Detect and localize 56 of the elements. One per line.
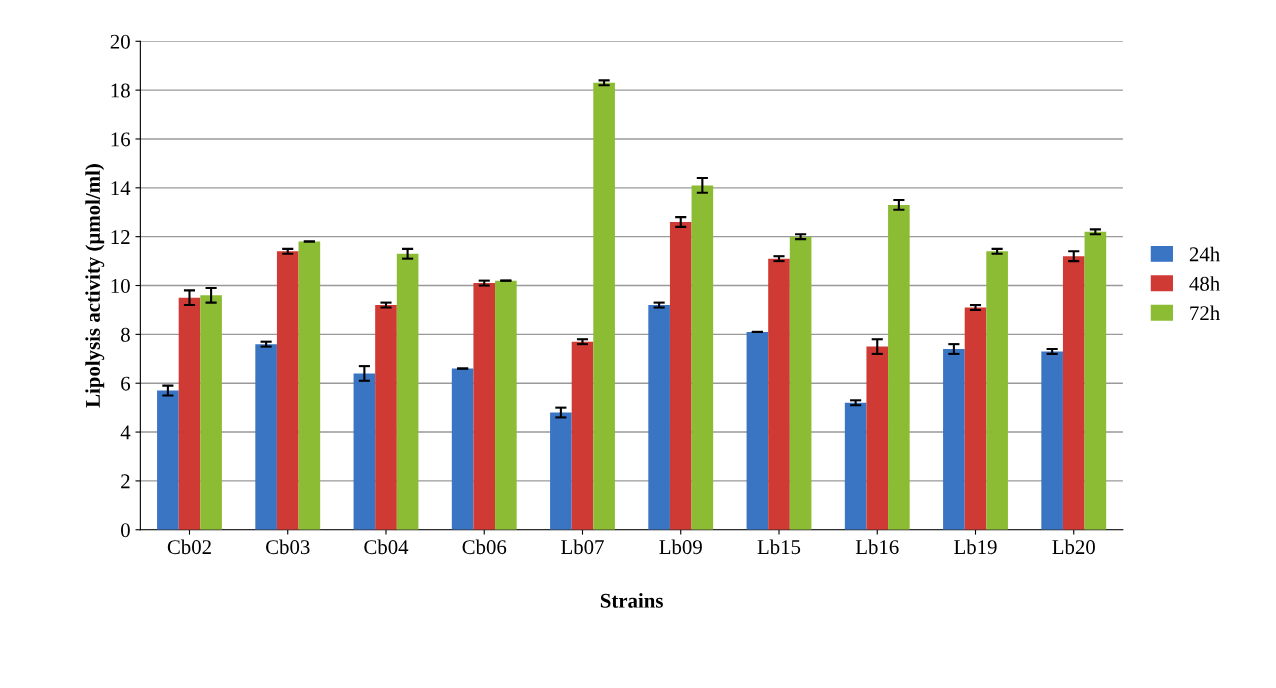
x-tick-label: Cb03: [266, 539, 310, 555]
bar: [298, 241, 321, 530]
bar: [691, 185, 714, 530]
bar: [1062, 256, 1085, 530]
bar: [943, 349, 965, 530]
bar: [451, 368, 474, 530]
x-tick-label: Cb02: [167, 539, 211, 555]
bar: [593, 82, 615, 530]
bar: [789, 236, 812, 530]
legend-label: 48h: [1189, 276, 1220, 291]
y-tick-label: 8: [121, 327, 130, 342]
bar: [375, 305, 397, 530]
x-tick-label: Lb07: [561, 539, 604, 555]
bar: [768, 258, 790, 530]
bar: [866, 346, 889, 530]
bar: [844, 402, 867, 530]
bar: [1084, 231, 1107, 530]
bar: [255, 344, 277, 530]
x-tick-label: Lb15: [757, 539, 801, 555]
x-tick-label: Lb09: [659, 539, 702, 555]
x-tick-label: Lb20: [1052, 539, 1095, 555]
x-tick-label: Lb16: [855, 539, 899, 555]
legend-label: 24h: [1189, 246, 1220, 262]
bar: [888, 204, 910, 530]
x-axis-title: Strains: [600, 593, 663, 608]
y-axis-title: Lipolysis activity (µmol/ml): [85, 164, 105, 408]
bar: [746, 331, 769, 530]
bar: [200, 295, 222, 530]
bar: [986, 251, 1008, 530]
bar: [1041, 351, 1063, 530]
bar: [495, 280, 517, 530]
y-tick-label: 16: [111, 132, 131, 147]
y-tick-label: 2: [121, 474, 130, 489]
bar: [669, 222, 692, 530]
bar: [571, 341, 594, 530]
x-tick-label: Cb06: [462, 539, 507, 555]
bar: [157, 390, 179, 530]
x-tick-label: Lb19: [954, 539, 997, 555]
y-tick-label: 12: [111, 230, 130, 244]
y-tick-label: 4: [120, 425, 131, 440]
bar: [353, 373, 376, 530]
y-tick-label: 20: [110, 34, 130, 49]
bar: [396, 253, 419, 530]
bar: [473, 283, 496, 530]
bar: [276, 251, 299, 530]
bar: [550, 412, 572, 530]
y-tick-label: 18: [111, 83, 130, 98]
y-tick-label: 14: [111, 181, 131, 196]
bar: [178, 297, 201, 530]
y-tick-label: 10: [111, 278, 130, 293]
bar: [964, 307, 987, 530]
y-tick-label: 6: [121, 376, 131, 391]
x-tick-label: Cb04: [364, 539, 409, 555]
y-tick-label: 0: [121, 523, 130, 538]
bar: [648, 305, 670, 530]
legend-label: 72h: [1190, 305, 1220, 321]
